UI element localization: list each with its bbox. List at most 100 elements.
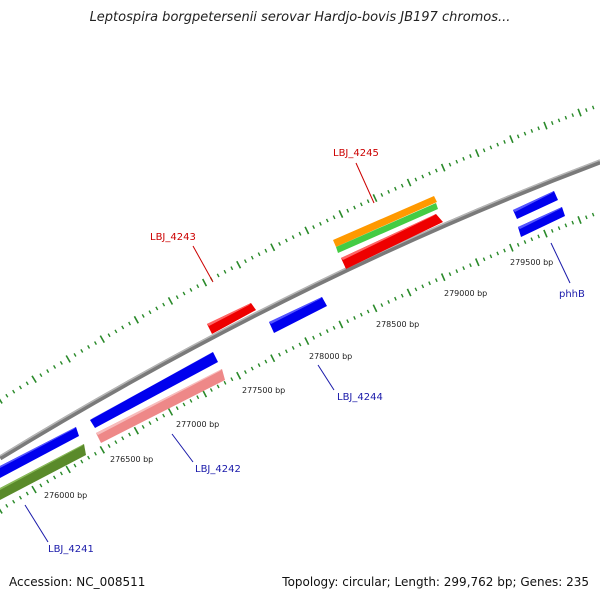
scale-tick xyxy=(60,361,62,364)
scale-tick xyxy=(149,311,151,314)
scale-tick xyxy=(593,213,594,216)
scale-tick xyxy=(333,326,335,329)
gene-label-lbj-4244[interactable]: LBJ_4244 xyxy=(337,392,383,403)
scale-tick xyxy=(231,378,233,381)
scale-tick xyxy=(95,452,97,455)
scale-tick xyxy=(339,321,342,328)
scale-tick xyxy=(32,486,36,493)
scale-tick xyxy=(156,418,158,421)
gene-label-lbj-4241[interactable]: LBJ_4241 xyxy=(48,544,94,555)
scale-tick xyxy=(149,422,151,425)
scale-tick xyxy=(572,114,573,117)
scale-tick xyxy=(169,297,173,304)
scale-tick xyxy=(367,310,369,313)
scale-tick xyxy=(142,314,144,317)
scale-tick xyxy=(32,376,36,383)
scale-tick xyxy=(538,235,539,238)
accession-text: Accession: NC_008511 xyxy=(9,575,145,589)
scale-tick xyxy=(81,349,83,352)
scale-tick xyxy=(544,122,547,129)
scale-tick xyxy=(134,427,138,434)
scale-tick xyxy=(54,476,56,479)
gene-label-lbj-4245[interactable]: LBJ_4245 xyxy=(333,148,379,159)
scale-tick xyxy=(381,193,383,196)
scale-tick xyxy=(320,333,322,336)
scale-tick xyxy=(224,270,226,273)
scale-tick xyxy=(66,356,70,363)
scale-label: 278500 bp xyxy=(376,320,419,329)
scale-tick xyxy=(197,285,199,288)
scale-tick xyxy=(510,135,513,142)
scale-tick xyxy=(292,346,294,349)
scale-tick xyxy=(258,253,260,256)
scale-tick xyxy=(572,221,573,224)
scale-tick xyxy=(115,330,117,333)
scale-tick xyxy=(54,365,56,368)
scale-tick xyxy=(258,364,260,367)
gene-label-lbj-4243[interactable]: LBJ_4243 xyxy=(150,232,196,243)
scale-tick xyxy=(224,381,226,384)
scale-tick xyxy=(292,236,294,239)
scale-tick xyxy=(327,219,329,222)
scale-tick xyxy=(565,116,566,119)
scale-tick xyxy=(504,249,505,252)
scale-tick xyxy=(449,273,450,276)
scale-tick xyxy=(313,226,315,229)
scale-tick xyxy=(271,355,275,362)
scale-tick xyxy=(449,163,450,166)
scale-tick xyxy=(333,216,335,219)
scale-tick xyxy=(66,466,70,473)
leader-lines xyxy=(25,163,570,542)
scale-tick xyxy=(251,367,253,370)
scale-tick xyxy=(361,203,363,206)
scale-tick xyxy=(415,178,416,181)
scale-tick xyxy=(524,132,525,135)
scale-tick xyxy=(339,210,342,217)
scale-tick xyxy=(402,294,404,297)
scale-tick xyxy=(176,296,178,299)
scale-tick xyxy=(115,441,117,444)
scale-tick xyxy=(463,267,465,270)
scale-tick xyxy=(497,252,498,255)
scale-tick xyxy=(415,288,417,291)
scale-tick xyxy=(510,244,513,251)
scale-tick xyxy=(373,305,376,312)
scale-tick xyxy=(26,382,28,385)
scale-tick xyxy=(271,244,275,251)
scale-tick xyxy=(544,230,547,237)
scale-tick xyxy=(361,313,363,316)
scale-label: 279000 bp xyxy=(444,289,487,298)
scale-tick xyxy=(578,216,581,223)
scale-label: 276000 bp xyxy=(44,491,87,500)
scale-tick xyxy=(217,385,219,388)
scale-tick xyxy=(305,227,309,234)
scale-tick xyxy=(347,320,349,323)
scale-tick xyxy=(190,288,192,291)
scale-tick xyxy=(183,292,185,295)
scale-label: 277000 bp xyxy=(176,420,219,429)
scale-label: 279500 bp xyxy=(510,258,553,267)
scale-tick xyxy=(483,149,484,152)
scale-tick xyxy=(524,240,525,243)
scale-tick xyxy=(0,397,2,404)
gene-label-phhb[interactable]: phhB xyxy=(559,289,585,300)
scale-tick xyxy=(163,303,165,306)
scale-tick xyxy=(320,222,322,225)
scale-tick xyxy=(558,119,559,122)
scale-tick xyxy=(436,169,438,172)
scale-tick xyxy=(490,255,491,258)
scale-tick xyxy=(327,330,329,333)
scale-tick xyxy=(6,394,8,397)
genome-map: LBJ_4245 LBJ_4243 LBJ_4244 LBJ_4242 LBJ_… xyxy=(0,0,600,600)
scale-tick xyxy=(26,492,28,495)
gene-label-lbj-4242[interactable]: LBJ_4242 xyxy=(195,464,241,475)
scale-tick xyxy=(354,206,356,209)
scale-tick xyxy=(578,109,581,117)
scale-tick xyxy=(40,484,42,487)
scale-tick xyxy=(586,108,587,111)
scale-tick xyxy=(586,216,587,219)
scale-tick xyxy=(518,135,519,138)
scale-tick xyxy=(552,229,553,232)
topology-text: Topology: circular; Length: 299,762 bp; … xyxy=(282,575,589,589)
scale-tick xyxy=(88,345,90,348)
